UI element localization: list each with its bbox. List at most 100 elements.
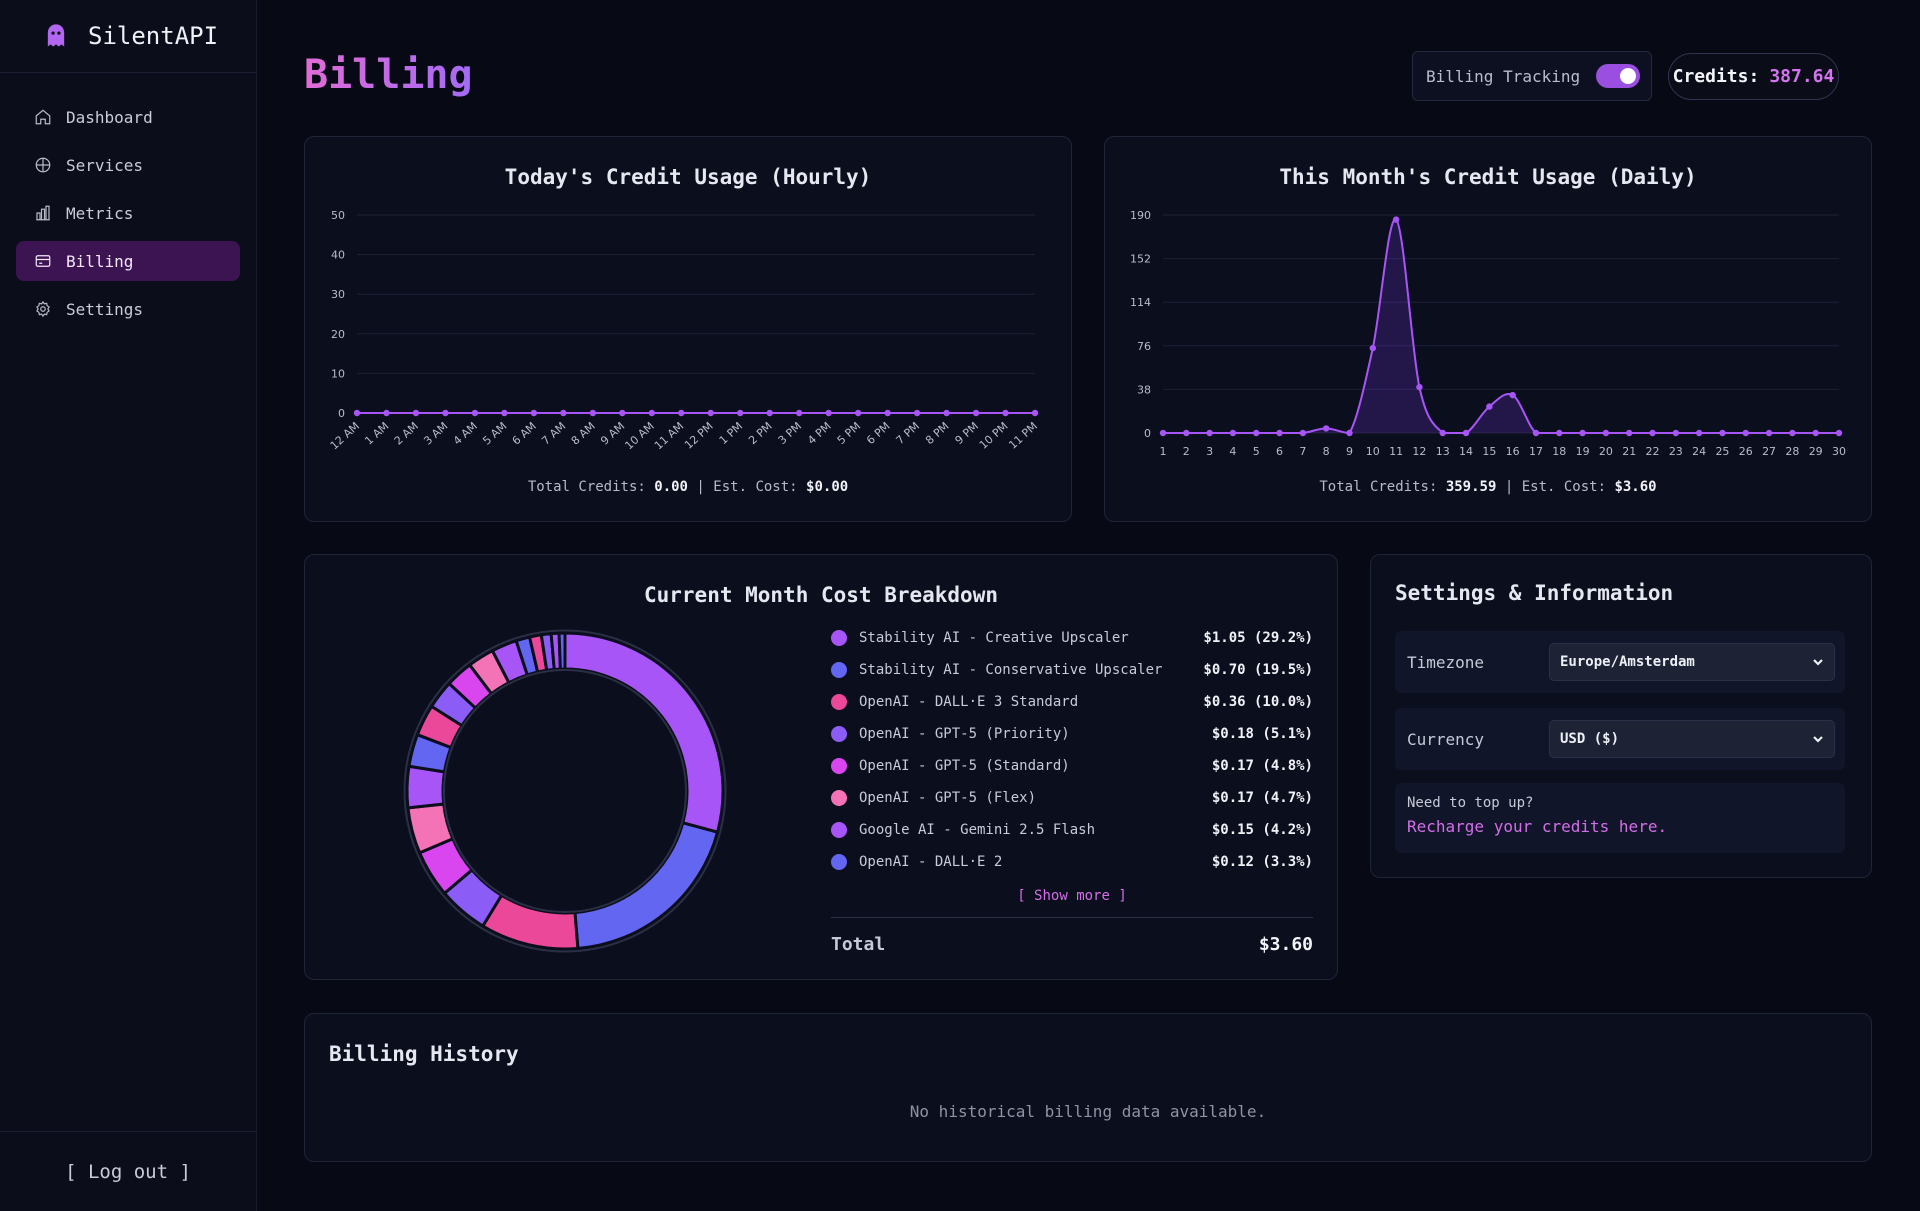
x-tick-label: 24 (1692, 445, 1706, 458)
data-point (589, 409, 597, 417)
legend-item: OpenAI - DALL·E 3 Standard $0.36 (10.0%) (831, 686, 1313, 718)
legend-item: OpenAI - GPT-5 (Priority) $0.18 (5.1%) (831, 718, 1313, 750)
show-more-button[interactable]: [ Show more ] (1017, 888, 1127, 904)
data-point (766, 409, 773, 417)
legend-value: $0.70 (19.5%) (1203, 662, 1313, 678)
data-point (1835, 429, 1843, 437)
data-point (471, 409, 479, 417)
chevron-down-icon (1813, 659, 1823, 666)
home-icon (35, 109, 51, 125)
currency-row: Currency USD ($) (1395, 708, 1845, 770)
data-point (1369, 344, 1376, 352)
x-tick-label: 1 PM (717, 420, 745, 447)
data-point (1229, 429, 1237, 437)
gear-icon (36, 300, 50, 318)
x-tick-label: 2 (1183, 445, 1190, 458)
legend-value: $0.17 (4.8%) (1211, 758, 1313, 774)
donut-slice (557, 631, 567, 671)
x-tick-label: 8 PM (923, 420, 951, 447)
x-tick-label: 30 (1832, 445, 1846, 458)
x-tick-label: 6 PM (864, 420, 892, 447)
data-point (1579, 429, 1586, 437)
data-point (884, 409, 891, 417)
data-point (1031, 409, 1039, 417)
daily-usage-card: This Month's Credit Usage (Daily) 0 38 76 1… (1104, 136, 1872, 522)
legend-value: $1.05 (29.2%) (1203, 630, 1313, 646)
sidebar-item-dashboard[interactable]: Dashboard (16, 97, 240, 137)
x-tick-label: 22 (1646, 445, 1660, 458)
y-tick-label: 40 (331, 249, 345, 262)
currency-label: Currency (1407, 729, 1485, 749)
data-point (648, 409, 655, 417)
data-point (353, 409, 361, 417)
data-point (707, 409, 714, 417)
legend-value: $0.17 (4.7%) (1211, 790, 1313, 806)
data-point (560, 409, 567, 417)
sidebar-item-label: Settings (66, 299, 144, 319)
x-tick-label: 9 (1346, 445, 1353, 458)
hourly-usage-chart: 0 10 20 30 40 50 12 AM 1 AM 2 AM 3 AM 4 AM 5 AM 6 AM… (328, 209, 1040, 453)
x-tick-label: 23 (1669, 445, 1683, 458)
x-tick-label: 7 (1299, 445, 1306, 458)
data-point (1462, 429, 1470, 437)
data-point (1789, 429, 1796, 437)
legend-swatch (831, 726, 847, 742)
legend-item: Stability AI - Creative Upscaler $1.05 (2… (831, 622, 1313, 654)
x-tick-label: 2 AM (392, 420, 421, 448)
data-point (795, 409, 803, 417)
x-tick-label: 6 (1276, 445, 1283, 458)
currency-select[interactable]: USD ($) (1549, 720, 1835, 758)
legend-item: OpenAI - DALL·E 2 $0.12 (3.3%) (831, 846, 1313, 878)
credits-badge: Credits: 387.64 (1668, 53, 1839, 100)
page-title: Billing (304, 52, 473, 98)
x-tick-label: 10 AM (622, 420, 656, 453)
data-point (1486, 403, 1493, 410)
sidebar: SilentAPI Dashboard Services Metrics Bil… (0, 0, 257, 1211)
data-point (1346, 429, 1353, 437)
data-point (619, 409, 626, 417)
data-point (1299, 429, 1307, 437)
legend-item: OpenAI - GPT-5 (Standard) $0.17 (4.8%) (831, 750, 1313, 782)
sidebar-item-settings[interactable]: Settings (16, 289, 240, 329)
y-tick-label: 152 (1130, 253, 1151, 266)
y-tick-label: 20 (331, 328, 345, 341)
y-tick-label: 0 (1144, 427, 1151, 440)
billing-history-empty: No historical billing data available. (909, 1102, 1267, 1121)
data-point (1416, 383, 1423, 391)
logout-area: [ Log out ] (0, 1131, 256, 1211)
y-tick-label: 114 (1130, 296, 1151, 309)
daily-footer-separator: | (1504, 479, 1514, 495)
topup-question: Need to top up? (1407, 795, 1534, 811)
x-tick-label: 5 PM (835, 420, 863, 447)
y-tick-label: 190 (1130, 209, 1151, 222)
y-tick-label: 76 (1137, 340, 1151, 353)
data-point (1322, 425, 1330, 432)
hourly-chart-footer: Total Credits: 0.00 | Est. Cost: $0.00 (305, 479, 1071, 495)
x-tick-label: 28 (1785, 445, 1799, 458)
brand[interactable]: SilentAPI (0, 0, 256, 73)
x-tick-label: 12 (1412, 445, 1426, 458)
sidebar-item-services[interactable]: Services (16, 145, 240, 185)
data-point (1392, 216, 1400, 223)
billing-tracking-toggle[interactable] (1596, 64, 1641, 88)
sidebar-item-metrics[interactable]: Metrics (16, 193, 240, 233)
x-tick-label: 1 (1160, 445, 1167, 458)
y-tick-label: 50 (331, 209, 345, 222)
data-point (913, 409, 921, 417)
data-point (943, 409, 950, 417)
logout-button[interactable]: [ Log out ] (65, 1160, 191, 1183)
recharge-link[interactable]: Recharge your credits here. (1407, 817, 1668, 836)
legend-swatch (831, 822, 847, 838)
data-point (1602, 429, 1610, 437)
data-point (678, 409, 685, 417)
x-tick-label: 19 (1576, 445, 1590, 458)
billing-tracking-label: Billing Tracking (1426, 66, 1581, 86)
x-tick-label: 3 PM (776, 420, 804, 447)
sidebar-item-billing[interactable]: Billing (16, 241, 240, 281)
x-tick-label: 13 (1436, 445, 1450, 458)
x-tick-label: 14 (1459, 445, 1473, 458)
timezone-select[interactable]: Europe/Amsterdam (1549, 643, 1835, 681)
data-point (530, 409, 538, 417)
x-tick-label: 16 (1506, 445, 1520, 458)
legend-value: $0.15 (4.2%) (1211, 822, 1313, 838)
